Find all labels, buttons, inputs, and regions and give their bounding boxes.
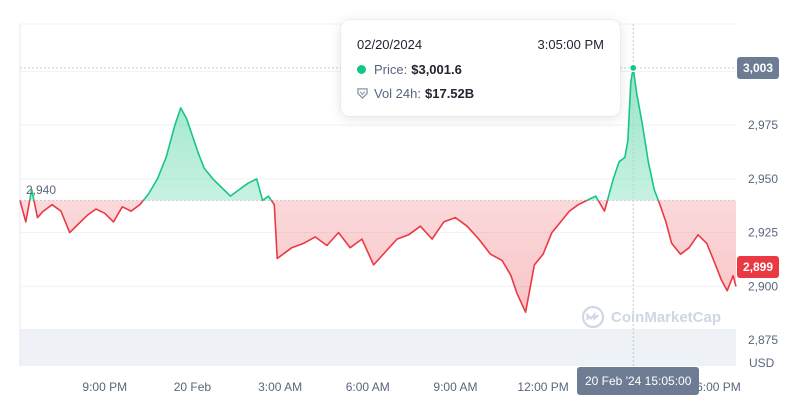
baseline-label: 2,940 [26,183,56,197]
y-axis-unit: USD [749,356,775,370]
x-tick-label: 9:00 PM [82,380,127,394]
y-tick-label: 2,950 [748,172,778,186]
tooltip-price-value: $3,001.6 [411,62,462,77]
y-tick-label: 2,925 [748,226,778,240]
price-line-up [20,67,660,201]
x-tick-label: 6:00 PM [696,380,741,394]
price-dot-icon [357,65,366,74]
crosshair-point [629,63,638,72]
x-tick-label: 9:00 AM [433,380,477,394]
tooltip-volume-value: $17.52B [425,86,475,101]
area-fill-down [20,200,736,313]
volume-shield-icon [357,88,368,99]
area-fill-up [20,67,736,201]
x-tick-label: 3:00 AM [258,380,302,394]
volume-area [20,329,736,366]
tooltip-price-row: Price: $3,001.6 [357,62,462,77]
y-tick-label: 2,875 [748,333,778,347]
x-tick-label: 12:00 PM [517,380,568,394]
tooltip-volume-label: Vol 24h: [374,86,421,101]
coinmarketcap-logo-icon [581,305,605,329]
price-line-down [19,200,737,313]
y-tick-label: 2,900 [748,279,778,293]
y-tick-label: 2,975 [748,118,778,132]
plot-border-left [19,24,21,366]
tooltip-price-label: Price: [374,62,408,77]
watermark-text: CoinMarketCap [611,308,722,326]
tooltip-volume-row: Vol 24h: $17.52B [357,86,474,101]
price-tooltip: 02/20/2024 3:05:00 PM Price: $3,001.6 Vo… [341,20,620,116]
current-price-badge: 2,899 [737,256,780,278]
tooltip-time: 3:05:00 PM [537,37,605,52]
price-line [19,67,737,313]
x-tick-label: 6:00 AM [346,380,390,394]
tooltip-date: 02/20/2024 [357,37,423,52]
x-tick-label: 20 Feb [174,380,212,394]
high-price-badge: 3,003 [737,57,780,79]
price-area-fills [20,67,736,313]
coinmarketcap-watermark: CoinMarketCap [581,305,721,329]
crosshair-time-badge: 20 Feb '24 15:05:00 [577,367,700,395]
